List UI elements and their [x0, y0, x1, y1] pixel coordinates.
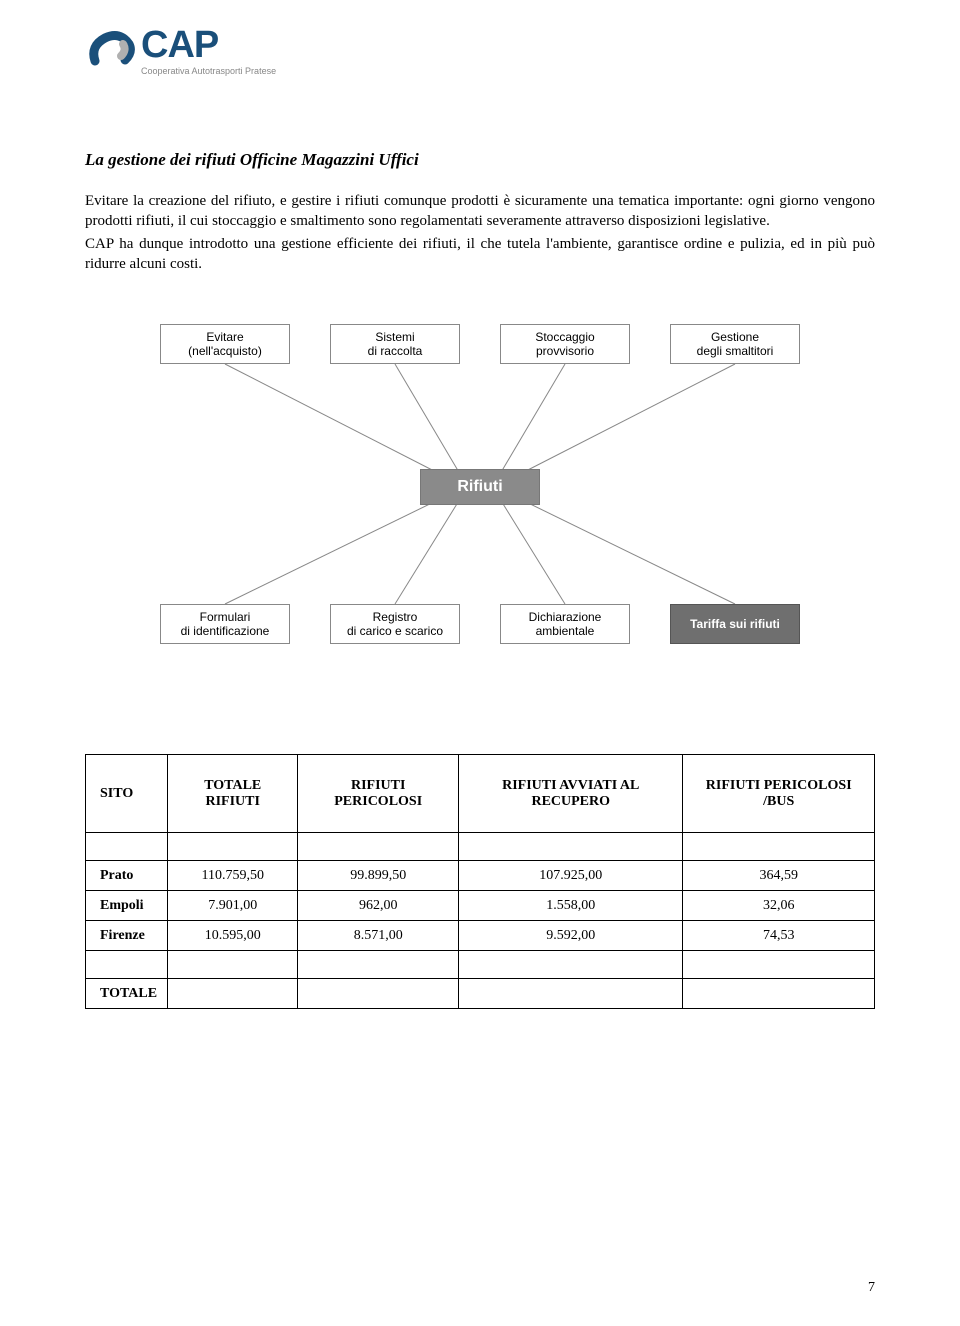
table-footer-label: TOTALE	[86, 979, 168, 1009]
logo-name: CAP	[141, 26, 276, 64]
table-cell-perbus: 74,53	[683, 921, 875, 951]
table-header-row: SITO TOTALE RIFIUTI RIFIUTI PERICOLOSI R…	[86, 755, 875, 833]
diagram-bottom-label-0: Formularidi identificazione	[181, 610, 270, 639]
diagram-top-node-1: Sistemidi raccolta	[330, 324, 460, 364]
table-cell-hazard: 962,00	[298, 891, 459, 921]
table-header-recupero: RIFIUTI AVVIATI AL RECUPERO	[459, 755, 683, 833]
table-row: Firenze 10.595,00 8.571,00 9.592,00 74,5…	[86, 921, 875, 951]
content: La gestione dei rifiuti Officine Magazzi…	[85, 150, 875, 1009]
table-cell-site: Prato	[86, 861, 168, 891]
table-row: Empoli 7.901,00 962,00 1.558,00 32,06	[86, 891, 875, 921]
diagram-center-node: Rifiuti	[420, 469, 540, 505]
diagram-bottom-node-2: Dichiarazioneambientale	[500, 604, 630, 644]
logo-text: CAP Cooperativa Autotrasporti Pratese	[141, 26, 276, 76]
logo: CAP Cooperativa Autotrasporti Pratese	[85, 26, 276, 76]
paragraph-1: Evitare la creazione del rifiuto, e gest…	[85, 192, 875, 231]
paragraph-2: CAP ha dunque introdotto una gestione ef…	[85, 235, 875, 274]
table-cell-total: 110.759,50	[168, 861, 298, 891]
rifiuti-diagram: Evitare(nell'acquisto) Sistemidi raccolt…	[150, 314, 810, 654]
table-header-sito: SITO	[86, 755, 168, 833]
diagram-top-node-0: Evitare(nell'acquisto)	[160, 324, 290, 364]
table-empty-row	[86, 833, 875, 861]
table-footer-row: TOTALE	[86, 979, 875, 1009]
table-cell-hazard: 8.571,00	[298, 921, 459, 951]
page-number: 7	[868, 1280, 875, 1296]
logo-subtitle: Cooperativa Autotrasporti Pratese	[141, 66, 276, 76]
table-header-totale: TOTALE RIFIUTI	[168, 755, 298, 833]
diagram-top-node-3: Gestionedegli smaltitori	[670, 324, 800, 364]
diagram-center-label: Rifiuti	[457, 478, 502, 495]
section-heading: La gestione dei rifiuti Officine Magazzi…	[85, 150, 875, 170]
diagram-top-label-2: Stoccaggioprovvisorio	[535, 330, 594, 359]
table-cell-hazard: 99.899,50	[298, 861, 459, 891]
logo-swirl-icon	[85, 26, 135, 76]
table-cell-site: Firenze	[86, 921, 168, 951]
diagram-bottom-node-0: Formularidi identificazione	[160, 604, 290, 644]
table-header-pericolosi: RIFIUTI PERICOLOSI	[298, 755, 459, 833]
diagram-bottom-label-3: Tariffa sui rifiuti	[690, 617, 780, 631]
table-cell-total: 7.901,00	[168, 891, 298, 921]
diagram-top-label-0: Evitare(nell'acquisto)	[188, 330, 262, 359]
diagram-top-label-1: Sistemidi raccolta	[368, 330, 423, 359]
table-empty-row	[86, 951, 875, 979]
table-cell-perbus: 364,59	[683, 861, 875, 891]
table-cell-perbus: 32,06	[683, 891, 875, 921]
table-cell-total: 10.595,00	[168, 921, 298, 951]
diagram-bottom-label-1: Registrodi carico e scarico	[347, 610, 443, 639]
diagram-bottom-label-2: Dichiarazioneambientale	[529, 610, 602, 639]
table-cell-recovery: 107.925,00	[459, 861, 683, 891]
table-cell-recovery: 1.558,00	[459, 891, 683, 921]
table-row: Prato 110.759,50 99.899,50 107.925,00 36…	[86, 861, 875, 891]
diagram-bottom-node-1: Registrodi carico e scarico	[330, 604, 460, 644]
diagram-bottom-node-3: Tariffa sui rifiuti	[670, 604, 800, 644]
table-cell-site: Empoli	[86, 891, 168, 921]
diagram-top-label-3: Gestionedegli smaltitori	[697, 330, 774, 359]
rifiuti-table: SITO TOTALE RIFIUTI RIFIUTI PERICOLOSI R…	[85, 754, 875, 1009]
table-cell-recovery: 9.592,00	[459, 921, 683, 951]
table-header-perbus: RIFIUTI PERICOLOSI /BUS	[683, 755, 875, 833]
diagram-top-node-2: Stoccaggioprovvisorio	[500, 324, 630, 364]
